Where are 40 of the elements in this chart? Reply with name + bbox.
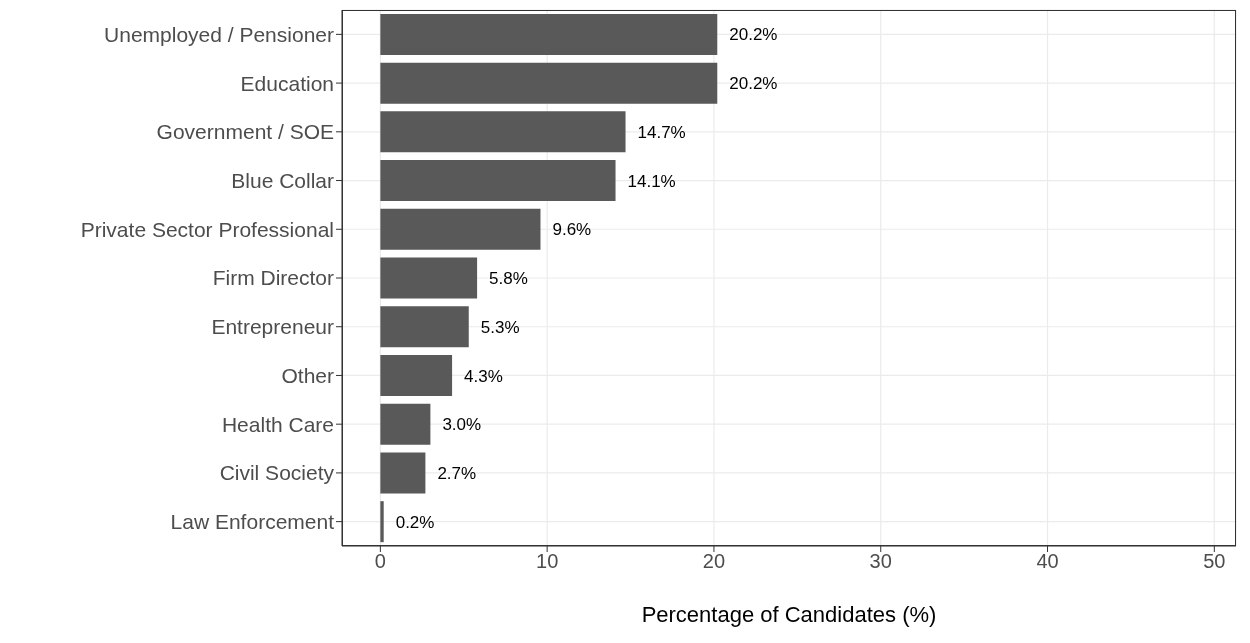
bar xyxy=(380,160,616,202)
data-label: 20.2% xyxy=(729,25,778,45)
bar xyxy=(380,208,541,250)
y-tick-label: Law Enforcement xyxy=(170,510,335,534)
y-tick-label: Firm Director xyxy=(212,266,334,290)
bar xyxy=(380,306,469,348)
data-label: 4.3% xyxy=(464,366,503,386)
x-tick-label: 10 xyxy=(536,550,559,573)
bar xyxy=(380,62,718,104)
y-tick-label: Education xyxy=(240,71,334,95)
y-tick-label: Other xyxy=(281,363,334,387)
y-tick-label: Civil Society xyxy=(219,461,335,485)
x-tick-label: 50 xyxy=(1203,550,1226,573)
y-tick-label: Private Sector Professional xyxy=(80,217,334,241)
data-label: 9.6% xyxy=(552,220,592,240)
data-label: 5.8% xyxy=(489,269,528,289)
x-tick-label: 40 xyxy=(1036,550,1059,573)
data-label: 20.2% xyxy=(729,74,778,94)
data-label: 5.3% xyxy=(480,317,520,337)
y-tick-label: Entrepreneur xyxy=(211,315,334,339)
x-tick-label: 30 xyxy=(869,550,892,573)
data-label: 14.1% xyxy=(627,171,676,191)
y-tick-label: Health Care xyxy=(221,412,334,436)
bar xyxy=(380,452,426,494)
x-axis-title: Percentage of Candidates (%) xyxy=(641,602,937,627)
x-tick-label: 0 xyxy=(374,550,386,573)
y-tick-label: Government / SOE xyxy=(156,120,334,144)
bar xyxy=(380,111,626,153)
bar xyxy=(380,354,453,396)
data-label: 2.7% xyxy=(437,463,477,483)
bar xyxy=(380,501,384,543)
data-label: 14.7% xyxy=(637,122,686,142)
data-label: 3.0% xyxy=(442,415,482,435)
y-tick-label: Blue Collar xyxy=(231,169,334,192)
data-label: 0.2% xyxy=(395,512,435,532)
bar xyxy=(380,13,718,55)
y-tick-label: Unemployed / Pensioner xyxy=(104,22,334,46)
x-tick-label: 20 xyxy=(702,550,726,573)
bar xyxy=(380,403,431,445)
bar xyxy=(380,257,478,299)
